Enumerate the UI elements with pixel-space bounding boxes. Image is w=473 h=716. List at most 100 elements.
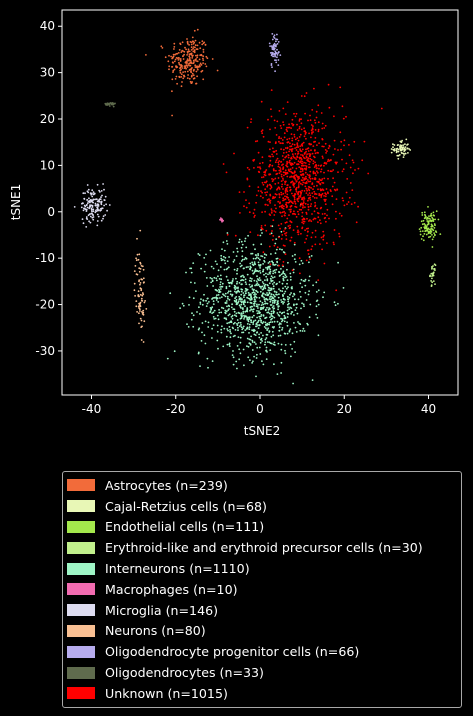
scatter-point bbox=[282, 166, 285, 169]
scatter-point bbox=[294, 178, 297, 181]
scatter-point bbox=[288, 170, 291, 173]
scatter-point bbox=[199, 313, 201, 315]
scatter-point bbox=[286, 309, 289, 312]
scatter-point bbox=[260, 287, 262, 289]
scatter-point bbox=[296, 137, 299, 140]
scatter-point bbox=[396, 144, 399, 147]
scatter-point bbox=[213, 276, 216, 279]
scatter-point bbox=[290, 221, 293, 223]
scatter-point bbox=[284, 276, 286, 279]
scatter-point bbox=[189, 64, 192, 67]
scatter-point bbox=[263, 326, 266, 328]
scatter-point bbox=[321, 181, 324, 184]
scatter-point bbox=[243, 364, 245, 367]
scatter-point bbox=[252, 310, 255, 313]
scatter-point bbox=[232, 327, 235, 330]
scatter-point bbox=[404, 146, 407, 149]
scatter-point bbox=[264, 210, 266, 213]
scatter-point bbox=[250, 319, 252, 322]
scatter-point bbox=[236, 345, 239, 347]
scatter-point bbox=[346, 178, 349, 180]
scatter-point bbox=[264, 191, 267, 194]
scatter-point bbox=[179, 43, 182, 46]
scatter-point bbox=[306, 249, 309, 252]
scatter-point bbox=[321, 145, 324, 148]
scatter-point bbox=[88, 220, 90, 223]
scatter-point bbox=[353, 201, 356, 204]
scatter-point bbox=[237, 301, 240, 304]
scatter-point bbox=[345, 115, 347, 118]
scatter-point bbox=[205, 299, 208, 302]
scatter-point bbox=[201, 322, 204, 324]
legend-label: Interneurons (n=1110) bbox=[105, 561, 250, 577]
scatter-point bbox=[289, 306, 291, 309]
scatter-point bbox=[196, 60, 199, 63]
scatter-point bbox=[97, 215, 100, 218]
scatter-point bbox=[265, 272, 267, 275]
scatter-point bbox=[243, 316, 246, 318]
scatter-point bbox=[217, 294, 220, 296]
scatter-point bbox=[291, 139, 294, 142]
scatter-point bbox=[281, 290, 284, 293]
scatter-point bbox=[246, 323, 249, 325]
scatter-point bbox=[173, 350, 176, 353]
scatter-point bbox=[261, 301, 264, 304]
y-tick-label: -30 bbox=[35, 344, 55, 358]
scatter-point bbox=[140, 339, 143, 341]
scatter-point bbox=[312, 145, 315, 148]
scatter-point bbox=[274, 70, 276, 73]
scatter-point bbox=[235, 312, 238, 315]
scatter-point bbox=[242, 327, 245, 329]
scatter-point bbox=[264, 279, 266, 282]
scatter-point bbox=[305, 175, 307, 178]
x-tick-label: -20 bbox=[166, 402, 186, 416]
scatter-point bbox=[233, 299, 236, 302]
scatter-point bbox=[273, 363, 275, 366]
scatter-point bbox=[92, 216, 95, 218]
scatter-point bbox=[274, 252, 277, 255]
scatter-point bbox=[85, 226, 88, 228]
scatter-point bbox=[141, 294, 144, 297]
scatter-point bbox=[286, 175, 289, 178]
scatter-point bbox=[290, 208, 292, 211]
scatter-point bbox=[284, 212, 287, 215]
scatter-point bbox=[141, 300, 144, 302]
scatter-point bbox=[223, 327, 226, 330]
scatter-point bbox=[255, 254, 257, 256]
scatter-point bbox=[106, 102, 109, 105]
x-tick-label: 20 bbox=[337, 402, 352, 416]
scatter-point bbox=[296, 153, 299, 155]
scatter-point bbox=[219, 283, 222, 286]
scatter-point bbox=[350, 203, 353, 206]
scatter-point bbox=[315, 174, 317, 177]
scatter-point bbox=[135, 300, 138, 302]
scatter-point bbox=[192, 59, 195, 62]
scatter-point bbox=[106, 209, 108, 212]
scatter-point bbox=[202, 78, 205, 81]
scatter-point bbox=[274, 242, 277, 245]
scatter-point bbox=[198, 41, 201, 44]
scatter-point bbox=[284, 344, 287, 346]
scatter-point bbox=[287, 300, 290, 303]
scatter-point bbox=[306, 173, 309, 176]
scatter-point bbox=[241, 255, 244, 258]
scatter-point bbox=[288, 186, 291, 189]
scatter-point bbox=[171, 61, 174, 64]
scatter-point bbox=[249, 268, 252, 271]
scatter-point bbox=[173, 60, 176, 63]
scatter-point bbox=[286, 184, 289, 187]
scatter-point bbox=[198, 66, 200, 68]
scatter-point bbox=[183, 67, 186, 69]
scatter-point bbox=[96, 220, 99, 222]
scatter-point bbox=[258, 336, 261, 339]
scatter-point bbox=[333, 243, 335, 246]
scatter-point bbox=[324, 203, 327, 206]
scatter-point bbox=[218, 288, 220, 291]
scatter-point bbox=[257, 151, 260, 154]
scatter-point bbox=[175, 53, 178, 55]
scatter-point bbox=[243, 318, 245, 320]
scatter-point bbox=[287, 198, 290, 201]
scatter-point bbox=[187, 326, 190, 328]
scatter-point bbox=[432, 214, 435, 217]
